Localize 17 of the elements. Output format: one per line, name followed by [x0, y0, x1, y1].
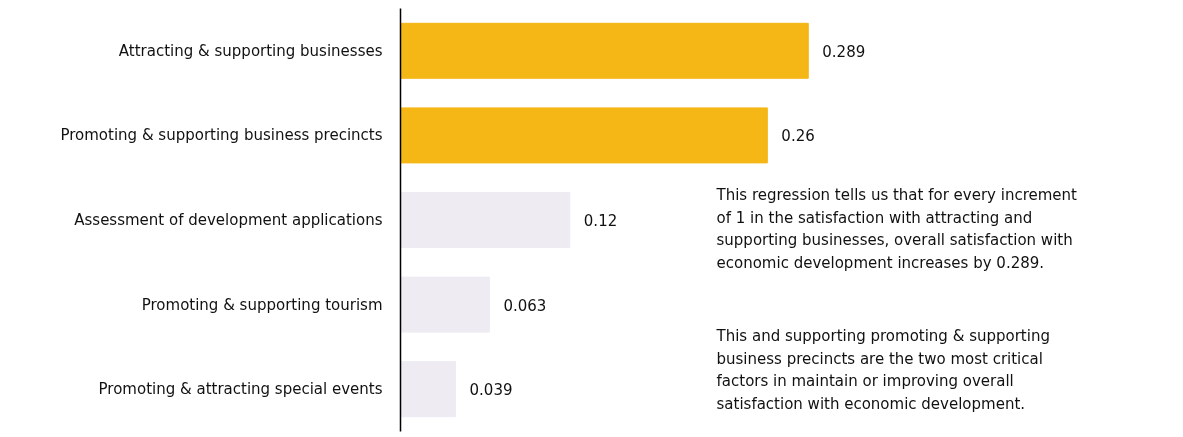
data-label: 0.289 [822, 42, 866, 61]
bar [400, 192, 571, 248]
y-tick-label: Promoting & supporting business precincts [60, 126, 383, 145]
bar [400, 22, 809, 79]
bar [400, 276, 490, 333]
data-label: 0.039 [469, 381, 513, 400]
y-tick-label: Promoting & attracting special events [98, 380, 383, 399]
annotation: This and supporting promoting & supporting business precincts are the two most critical factors in maintain or improving overall satisfaction with economic development. [715, 327, 1050, 413]
bar [400, 361, 457, 418]
data-label: 0.063 [503, 296, 547, 315]
data-label: 0.12 [583, 212, 618, 230]
annotation: This regression tells us that for every increment of 1 in the satisfaction with attracting and supporting businesses, overall satisfaction with economic development increases by 0.289. [715, 186, 1078, 272]
data-label: 0.26 [781, 127, 815, 146]
y-tick-label: Promoting & supporting tourism [141, 295, 383, 314]
y-tick-label: Assessment of development applications [74, 211, 383, 229]
y-tick-label: Attracting & supporting businesses [118, 41, 383, 60]
bar [400, 107, 768, 164]
